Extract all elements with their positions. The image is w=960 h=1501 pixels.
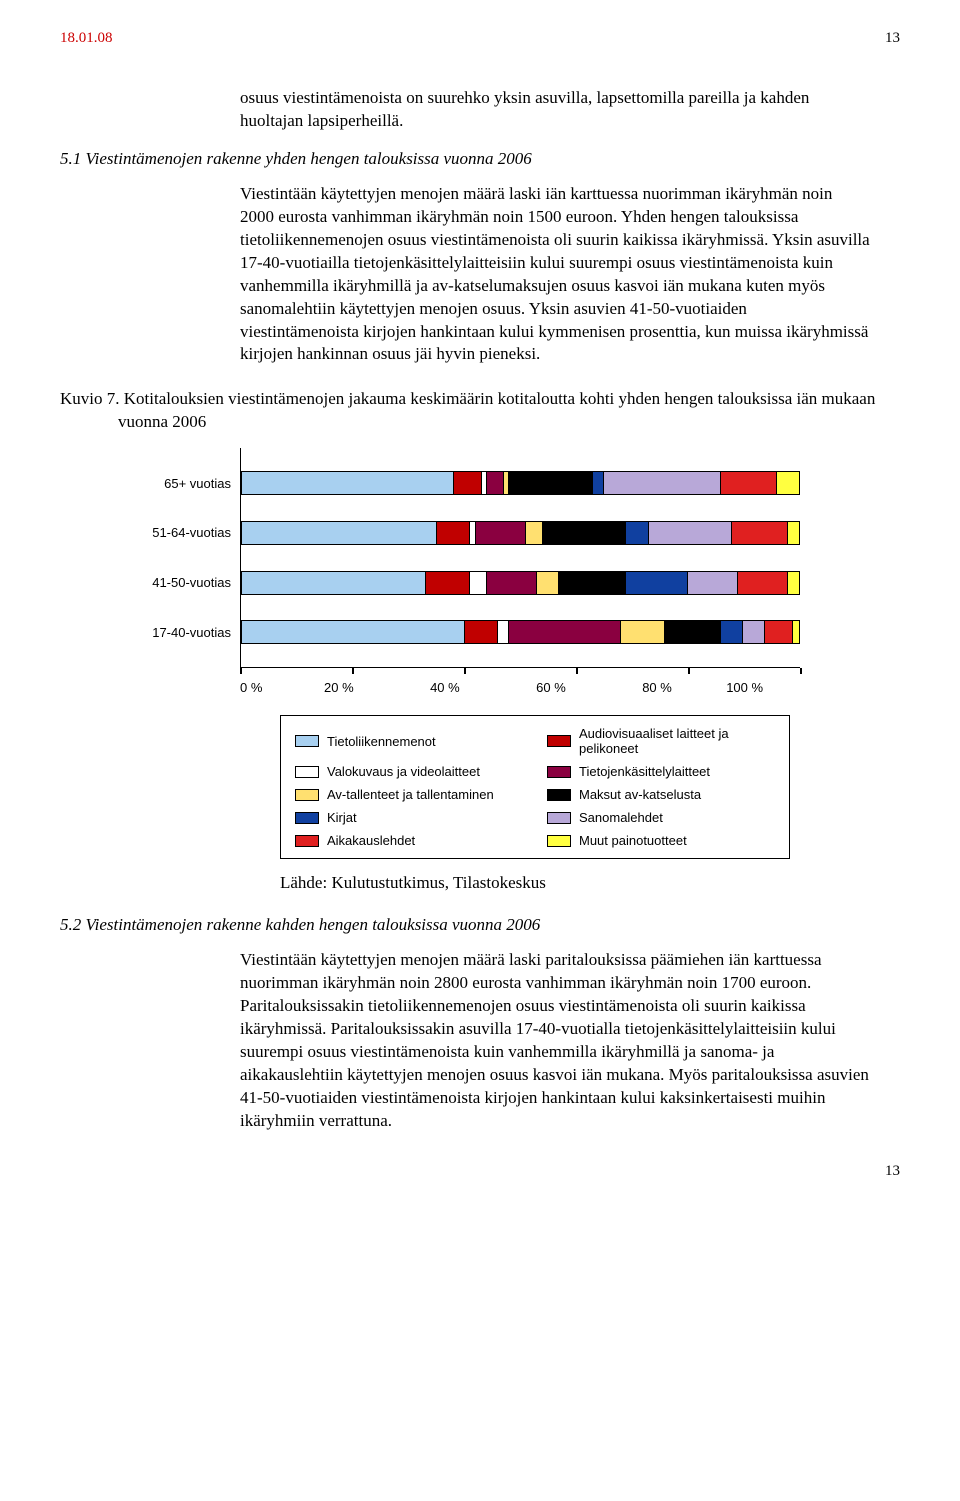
- chart-segment: [593, 472, 604, 494]
- chart-xtick-label: 0 %: [240, 680, 262, 695]
- section-5.1-body: Viestintään käytettyjen menojen määrä la…: [240, 183, 870, 367]
- chart-category-label: 17-40-vuotias: [131, 625, 231, 640]
- chart-segment: [793, 621, 799, 643]
- page-header: 18.01.08 13: [60, 30, 900, 47]
- legend-swatch: [547, 789, 571, 801]
- chart-xtick-label: 60 %: [536, 680, 566, 695]
- legend-swatch: [547, 812, 571, 824]
- legend-label: Muut painotuotteet: [579, 833, 687, 848]
- chart-segment: [765, 621, 793, 643]
- chart-segment: [788, 522, 799, 544]
- legend-item: Av-tallenteet ja tallentaminen: [295, 787, 523, 802]
- chart-bar: [241, 521, 800, 545]
- chart-segment: [626, 572, 687, 594]
- chart-category-label: 41-50-vuotias: [131, 575, 231, 590]
- section-5.1-title: 5.1 Viestintämenojen rakenne yhden henge…: [60, 149, 900, 169]
- chart-segment: [498, 621, 509, 643]
- chart-category-label: 65+ vuotias: [131, 476, 231, 491]
- chart-segment: [470, 572, 487, 594]
- chart-row: 65+ vuotias: [241, 463, 800, 503]
- chart-segment: [537, 572, 559, 594]
- chart-segment: [621, 621, 666, 643]
- chart-segment: [732, 522, 788, 544]
- chart-row: 51-64-vuotias: [241, 513, 800, 553]
- legend-label: Tietojenkäsittelylaitteet: [579, 764, 710, 779]
- chart-segment: [487, 572, 537, 594]
- legend-swatch: [547, 735, 571, 747]
- chart-segment: [242, 522, 437, 544]
- chart-row: 17-40-vuotias: [241, 612, 800, 652]
- chart-segment: [509, 621, 620, 643]
- header-date: 18.01.08: [60, 30, 113, 47]
- legend-label: Maksut av-katselusta: [579, 787, 701, 802]
- chart-xtick-label: 40 %: [430, 680, 460, 695]
- chart-segment: [626, 522, 648, 544]
- legend-swatch: [547, 766, 571, 778]
- chart-segment: [721, 621, 743, 643]
- legend-swatch: [295, 735, 319, 747]
- chart-segment: [604, 472, 721, 494]
- chart-segment: [509, 472, 593, 494]
- chart-xtick-label: 80 %: [642, 680, 672, 695]
- chart-segment: [526, 522, 543, 544]
- chart-segment: [242, 572, 426, 594]
- legend-label: Valokuvaus ja videolaitteet: [327, 764, 480, 779]
- legend-label: Tietoliikennemenot: [327, 734, 436, 749]
- chart-segment: [454, 472, 482, 494]
- legend-swatch: [295, 766, 319, 778]
- section-5.2-body: Viestintään käytettyjen menojen määrä la…: [240, 949, 870, 1133]
- figure-7-caption: Kuvio 7. Kotitalouksien viestintämenojen…: [60, 388, 900, 434]
- legend-item: Audiovisuaaliset laitteet ja pelikoneet: [547, 726, 775, 756]
- legend-swatch: [295, 835, 319, 847]
- chart-segment: [688, 572, 738, 594]
- page-number-top: 13: [885, 30, 900, 47]
- chart-segment: [465, 621, 498, 643]
- chart-source: Lähde: Kulutustutkimus, Tilastokeskus: [280, 873, 800, 893]
- chart-segment: [242, 621, 465, 643]
- legend-label: Kirjat: [327, 810, 357, 825]
- legend-item: Muut painotuotteet: [547, 833, 775, 848]
- chart-segment: [743, 621, 765, 643]
- chart-row: 41-50-vuotias: [241, 563, 800, 603]
- intro-paragraph: osuus viestintämenoista on suurehko yksi…: [240, 87, 870, 133]
- section-5.2-title: 5.2 Viestintämenojen rakenne kahden heng…: [60, 915, 900, 935]
- chart-segment: [649, 522, 733, 544]
- legend-item: Maksut av-katselusta: [547, 787, 775, 802]
- chart-segment: [788, 572, 799, 594]
- chart-segment: [476, 522, 526, 544]
- chart-x-axis: 0 % 20 % 40 % 60 % 80 % 100 %: [240, 680, 800, 695]
- chart-segment: [437, 522, 470, 544]
- legend-item: Valokuvaus ja videolaitteet: [295, 764, 523, 779]
- legend-label: Aikakauslehdet: [327, 833, 415, 848]
- legend-swatch: [547, 835, 571, 847]
- legend-item: Kirjat: [295, 810, 523, 825]
- legend-item: Tietoliikennemenot: [295, 726, 523, 756]
- legend-label: Audiovisuaaliset laitteet ja pelikoneet: [579, 726, 775, 756]
- legend-swatch: [295, 789, 319, 801]
- chart-segment: [426, 572, 471, 594]
- chart-segment: [721, 472, 777, 494]
- chart-segment: [777, 472, 799, 494]
- chart-xtick-label: 100 %: [726, 680, 763, 695]
- page-number-bottom: 13: [60, 1163, 900, 1180]
- chart-segment: [242, 472, 454, 494]
- figure-7-chart: 65+ vuotias 51-64-vuotias 41-50-vuotias 17-…: [240, 448, 800, 893]
- chart-category-label: 51-64-vuotias: [131, 525, 231, 540]
- legend-item: Sanomalehdet: [547, 810, 775, 825]
- chart-bar: [241, 620, 800, 644]
- chart-bar: [241, 471, 800, 495]
- legend-label: Sanomalehdet: [579, 810, 663, 825]
- chart-segment: [487, 472, 504, 494]
- chart-segment: [665, 621, 721, 643]
- legend-swatch: [295, 812, 319, 824]
- chart-segment: [559, 572, 626, 594]
- chart-bar: [241, 571, 800, 595]
- legend-label: Av-tallenteet ja tallentaminen: [327, 787, 494, 802]
- legend-item: Tietojenkäsittelylaitteet: [547, 764, 775, 779]
- legend-item: Aikakauslehdet: [295, 833, 523, 848]
- chart-legend: Tietoliikennemenot Audiovisuaaliset laitt…: [280, 715, 790, 859]
- chart-segment: [738, 572, 788, 594]
- chart-segment: [543, 522, 627, 544]
- chart-xtick-label: 20 %: [324, 680, 354, 695]
